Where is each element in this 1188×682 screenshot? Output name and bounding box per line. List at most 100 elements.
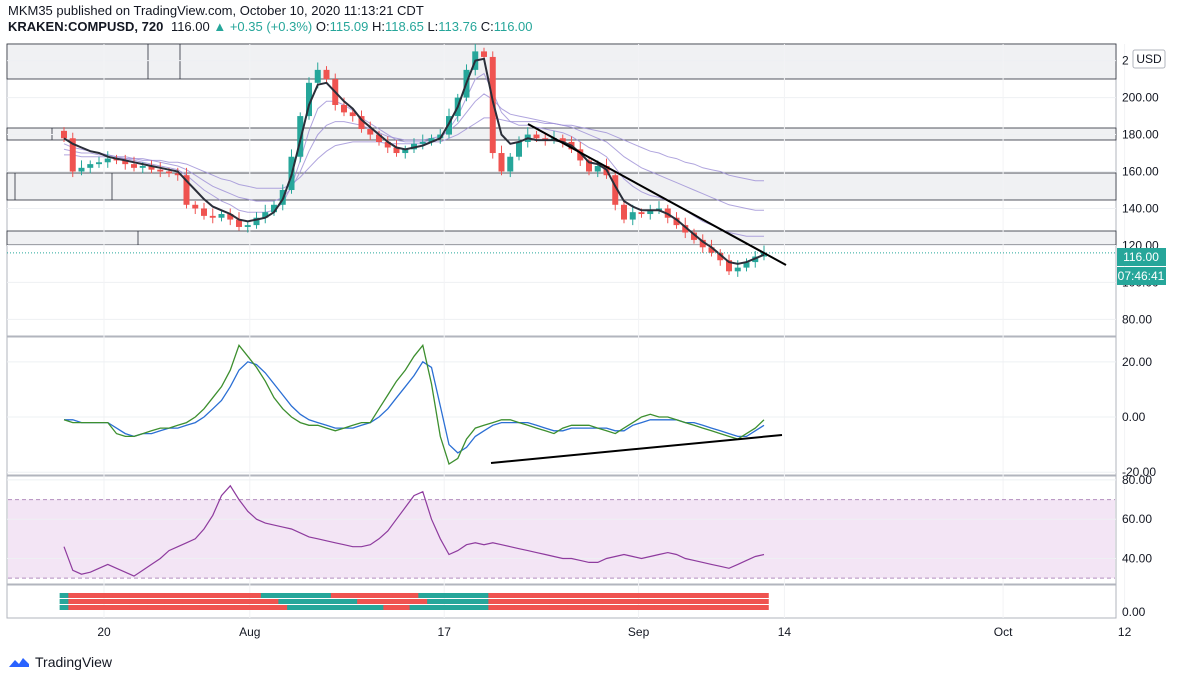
candle [201, 202, 207, 220]
strip-cell [295, 593, 306, 598]
candle-body [236, 219, 242, 227]
strip-cell [610, 593, 621, 598]
trendline-macd[interactable] [490, 434, 783, 464]
strip-cell [549, 605, 559, 610]
strip-cell [619, 593, 629, 598]
strip-cell [523, 599, 533, 604]
x-tick-label: 12 [1118, 625, 1132, 639]
trendline-resistance[interactable] [527, 123, 787, 266]
strip-cell [628, 605, 638, 610]
strip-cell [374, 599, 384, 604]
strip-cell [707, 593, 717, 598]
strip-cell [575, 605, 586, 610]
strip-cell [392, 599, 402, 604]
candle-body [673, 217, 680, 226]
strip-cell [182, 605, 192, 610]
candle-body [157, 169, 164, 172]
candle-body [69, 138, 76, 172]
strip-cell [602, 599, 612, 604]
candle [367, 121, 374, 141]
strip-cell [287, 599, 297, 604]
strip-cell [733, 599, 743, 604]
strip-cell [147, 605, 157, 610]
candle [78, 160, 85, 176]
strip-cell [479, 593, 489, 598]
y-tick-label: 160.00 [1122, 165, 1159, 179]
strip-cell [322, 599, 332, 604]
strip-cell [164, 605, 174, 610]
candle-body [612, 175, 619, 205]
strip-cell [610, 605, 621, 610]
candle [717, 249, 724, 266]
candle-body [533, 134, 540, 139]
candle [61, 127, 67, 142]
strip-cell [383, 593, 393, 598]
strip-cell [330, 599, 341, 604]
strip-cell [497, 593, 507, 598]
footer[interactable]: TradingView [8, 654, 112, 670]
strip-cell [689, 593, 699, 598]
strip-cell [357, 593, 367, 598]
strip-cell [505, 593, 516, 598]
strip-cell [628, 593, 638, 598]
strip-cell [584, 599, 594, 604]
candle [69, 132, 76, 178]
strip-cell [602, 593, 612, 598]
timer-badge: 07:46:41 [1117, 267, 1166, 285]
macd-signal-line [64, 360, 765, 454]
currency-button[interactable]: USD [1132, 49, 1166, 69]
candle [227, 208, 234, 226]
strip-cell [260, 599, 271, 604]
strip-cell [549, 599, 559, 604]
footer-brand: TradingView [35, 654, 113, 670]
strip-cell [225, 599, 236, 604]
candle-body [621, 204, 627, 220]
strip-cell [400, 599, 411, 604]
y-tick-label: 40.00 [1122, 551, 1152, 565]
candle-body [96, 162, 102, 165]
x-tick-label: Aug [239, 625, 260, 639]
y-tick-label: 80.00 [1122, 473, 1152, 487]
rsi-line [63, 484, 765, 577]
y-tick-label: 200.00 [1122, 91, 1159, 105]
strip-cell [260, 605, 271, 610]
candle [87, 160, 94, 174]
strip-cell [532, 593, 542, 598]
strip-cell [59, 593, 69, 598]
strip-cell [199, 599, 209, 604]
strip-cell [427, 605, 437, 610]
candle-body [384, 141, 391, 148]
strip-cell [453, 599, 463, 604]
strip-cell [637, 593, 647, 598]
strip-cell [59, 599, 69, 604]
strip-cell [173, 605, 183, 610]
strip-cell [365, 605, 376, 610]
currency-button-bg [1132, 49, 1166, 69]
macd-grid [7, 361, 1116, 473]
strip-cell [462, 593, 472, 598]
strip-cell [663, 605, 673, 610]
strip-cell [453, 593, 463, 598]
strip-cell [374, 593, 384, 598]
strip-cell [715, 605, 726, 610]
strip-cell [654, 599, 664, 604]
candle-body [122, 160, 129, 165]
candle-body [349, 112, 356, 117]
candle-body [516, 141, 522, 157]
strip-cell [558, 593, 568, 598]
candle [516, 136, 522, 161]
strip-cell [138, 599, 148, 604]
candle [131, 156, 137, 172]
zone-155 [6, 172, 1117, 201]
candle [437, 129, 444, 144]
timer-badge-bg [1117, 267, 1166, 285]
candle-body [323, 69, 330, 80]
macd-pane-border [6, 336, 1117, 476]
close-label: C: [480, 19, 494, 34]
strip-cell [269, 599, 279, 604]
candle-body [87, 164, 94, 168]
candle [612, 171, 619, 211]
strip-cell [400, 593, 411, 598]
strip-cell [707, 605, 717, 610]
